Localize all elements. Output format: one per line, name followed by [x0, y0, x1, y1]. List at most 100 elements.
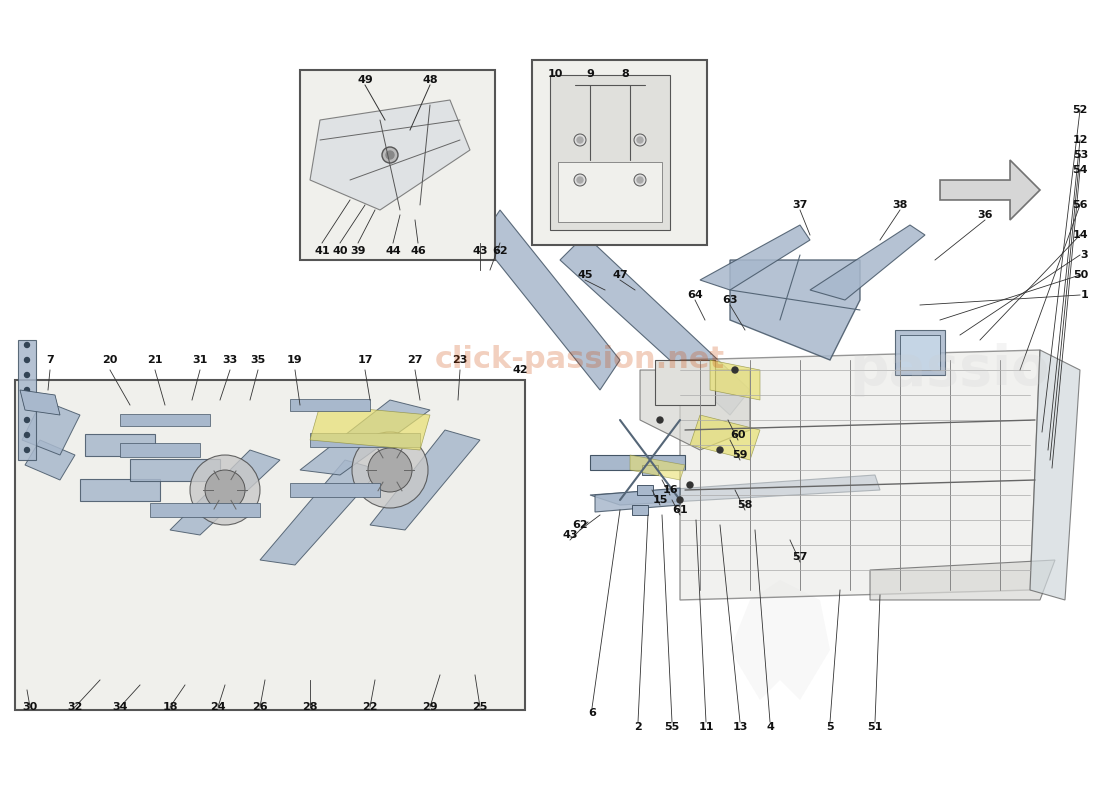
- Bar: [80, 479, 160, 501]
- Polygon shape: [810, 225, 925, 300]
- Text: 18: 18: [163, 702, 178, 712]
- Text: 22: 22: [362, 702, 377, 712]
- Text: 36: 36: [977, 210, 992, 220]
- Text: 40: 40: [332, 246, 348, 256]
- Bar: [150, 503, 260, 517]
- Circle shape: [24, 342, 30, 347]
- Text: 58: 58: [737, 500, 752, 510]
- Text: 20: 20: [102, 355, 118, 365]
- Bar: [130, 459, 220, 481]
- Circle shape: [578, 177, 583, 183]
- Text: 13: 13: [733, 722, 748, 732]
- Text: 26: 26: [252, 702, 267, 712]
- Text: 7: 7: [46, 355, 54, 365]
- Bar: [632, 505, 648, 515]
- Polygon shape: [300, 400, 430, 475]
- Text: 56: 56: [1072, 200, 1088, 210]
- Bar: [654, 360, 715, 405]
- Text: 49: 49: [358, 75, 373, 85]
- Circle shape: [24, 387, 30, 393]
- Text: 12: 12: [1072, 135, 1088, 145]
- Text: 3: 3: [1080, 250, 1088, 260]
- Text: 6: 6: [588, 708, 596, 718]
- Text: 42: 42: [513, 365, 528, 375]
- Bar: [895, 330, 945, 375]
- Text: 47: 47: [613, 270, 628, 280]
- Polygon shape: [310, 405, 430, 450]
- Bar: [637, 485, 653, 495]
- Text: 52: 52: [1072, 105, 1088, 115]
- Circle shape: [637, 177, 644, 183]
- Polygon shape: [370, 430, 480, 530]
- Text: 39: 39: [350, 246, 365, 256]
- Polygon shape: [940, 160, 1040, 220]
- Circle shape: [732, 367, 738, 373]
- Text: 5: 5: [826, 722, 834, 732]
- Text: 27: 27: [407, 355, 422, 365]
- Text: 30: 30: [22, 702, 37, 712]
- Bar: [290, 399, 370, 411]
- Text: 54: 54: [1072, 165, 1088, 175]
- Text: 16: 16: [662, 485, 678, 495]
- Polygon shape: [630, 455, 685, 480]
- Bar: [290, 483, 380, 497]
- Text: 61: 61: [672, 505, 688, 515]
- Polygon shape: [310, 100, 470, 210]
- Polygon shape: [595, 488, 680, 512]
- Text: 38: 38: [892, 200, 907, 210]
- Text: 17: 17: [358, 355, 373, 365]
- Bar: [558, 162, 662, 222]
- Polygon shape: [25, 440, 75, 480]
- Text: 4: 4: [766, 722, 774, 732]
- Text: 63: 63: [723, 295, 738, 305]
- Circle shape: [574, 134, 586, 146]
- Bar: [85, 434, 155, 456]
- Text: 64: 64: [688, 290, 703, 300]
- Text: 46: 46: [410, 246, 426, 256]
- Text: 29: 29: [422, 702, 438, 712]
- Text: 60: 60: [730, 430, 746, 440]
- Circle shape: [382, 147, 398, 163]
- Circle shape: [634, 174, 646, 186]
- Polygon shape: [870, 560, 1055, 600]
- Text: 43: 43: [562, 530, 578, 540]
- Text: 45: 45: [578, 270, 593, 280]
- Polygon shape: [590, 475, 880, 505]
- Circle shape: [368, 448, 412, 492]
- Text: 33: 33: [222, 355, 238, 365]
- Circle shape: [634, 134, 646, 146]
- Circle shape: [24, 373, 30, 378]
- Text: 34: 34: [112, 702, 128, 712]
- Circle shape: [386, 151, 394, 159]
- Text: 62: 62: [572, 520, 587, 530]
- Polygon shape: [170, 450, 280, 535]
- Circle shape: [578, 137, 583, 143]
- Text: 53: 53: [1072, 150, 1088, 160]
- Bar: [120, 414, 210, 426]
- Bar: [642, 465, 658, 475]
- Polygon shape: [260, 460, 379, 565]
- Text: 59: 59: [733, 450, 748, 460]
- Text: 25: 25: [472, 702, 487, 712]
- Text: 50: 50: [1072, 270, 1088, 280]
- Circle shape: [637, 137, 644, 143]
- Text: 57: 57: [792, 552, 807, 562]
- Circle shape: [657, 417, 663, 423]
- Bar: [120, 443, 200, 457]
- Circle shape: [24, 433, 30, 438]
- Circle shape: [574, 174, 586, 186]
- Polygon shape: [480, 210, 620, 390]
- FancyBboxPatch shape: [532, 60, 707, 245]
- Bar: [18, 340, 36, 460]
- Text: 15: 15: [652, 495, 668, 505]
- Text: 23: 23: [452, 355, 468, 365]
- Text: click-passion.net: click-passion.net: [434, 346, 725, 374]
- Polygon shape: [730, 580, 830, 700]
- Polygon shape: [690, 415, 760, 460]
- Text: 14: 14: [1072, 230, 1088, 240]
- Text: 21: 21: [147, 355, 163, 365]
- Text: 28: 28: [302, 702, 318, 712]
- Circle shape: [676, 497, 683, 503]
- Circle shape: [205, 470, 245, 510]
- Circle shape: [190, 455, 260, 525]
